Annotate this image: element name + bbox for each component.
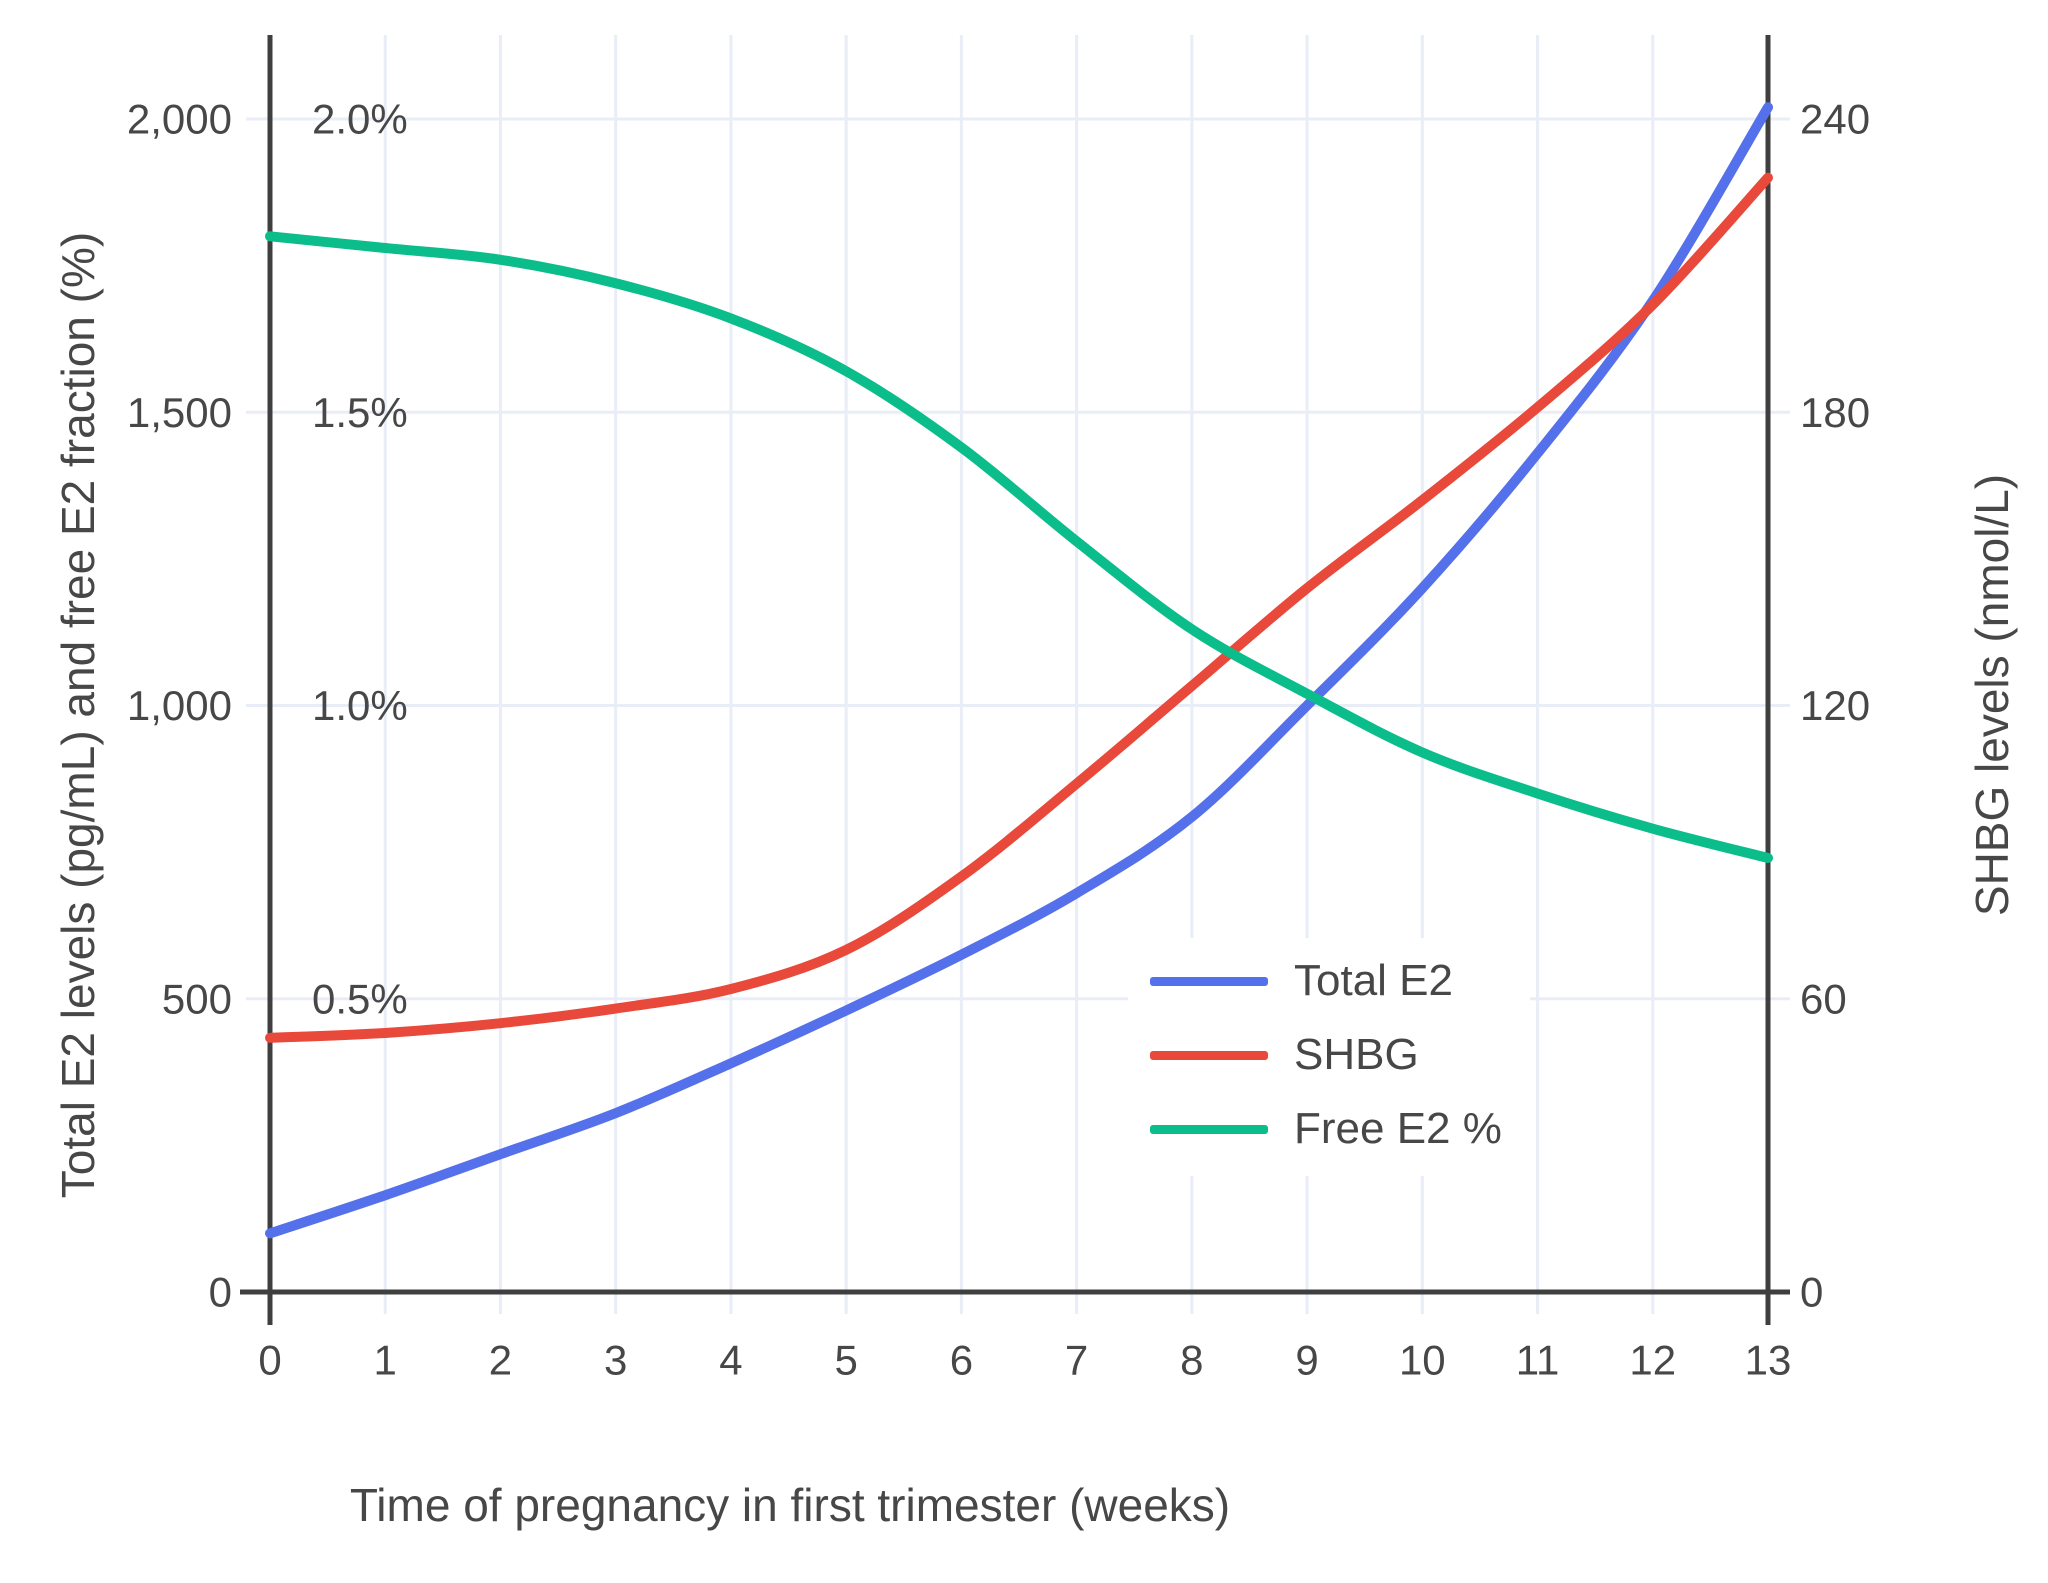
x-tick-label: 2 <box>489 1337 512 1384</box>
y-right-tick-label: 120 <box>1800 682 1870 729</box>
x-tick-label: 11 <box>1516 1337 1560 1384</box>
x-tick-label: 8 <box>1180 1337 1203 1384</box>
series-line-total-e2 <box>265 102 1773 1239</box>
x-tick-label: 3 <box>604 1337 627 1384</box>
legend: Total E2 SHBG Free E2 % <box>1128 938 1530 1176</box>
x-tick-label: 12 <box>1629 1337 1676 1384</box>
series-line-free-e2 <box>265 231 1773 863</box>
legend-label-shbg: SHBG <box>1294 1030 1419 1079</box>
y-left-tick-label: 500 <box>162 975 232 1022</box>
legend-label-free-e2: Free E2 % <box>1294 1104 1502 1153</box>
x-tick-label: 0 <box>258 1337 281 1384</box>
legend-label-total-e2: Total E2 <box>1294 956 1453 1005</box>
y-right-tick-label: 0 <box>1800 1269 1823 1316</box>
legend-swatch-free-e2 <box>1150 1124 1268 1134</box>
free-e2-percent-tick-label: 1.0% <box>312 682 408 729</box>
legend-item-shbg: SHBG <box>1150 1018 1502 1092</box>
x-tick-label: 4 <box>719 1337 742 1384</box>
legend-item-free-e2: Free E2 % <box>1150 1092 1502 1166</box>
legend-item-total-e2: Total E2 <box>1150 944 1502 1018</box>
free-e2-percent-tick-label: 2.0% <box>312 96 408 143</box>
y-axis-left-title: Total E2 levels (pg/mL) and free E2 frac… <box>52 231 104 1199</box>
y-right-tick-label: 180 <box>1800 389 1870 436</box>
x-axis-title: Time of pregnancy in first trimester (we… <box>349 1479 1231 1531</box>
free-e2-percent-tick-label: 0.5% <box>312 975 408 1022</box>
y-axis-right-title: SHBG levels (nmol/L) <box>1966 473 2018 917</box>
x-tick-label: 13 <box>1745 1337 1792 1384</box>
x-tick-label: 7 <box>1065 1337 1088 1384</box>
y-left-tick-label: 1,000 <box>127 682 232 729</box>
free-e2-percent-tick-label: 1.5% <box>312 389 408 436</box>
y-left-tick-label: 0 <box>209 1269 232 1316</box>
x-tick-label: 10 <box>1399 1337 1446 1384</box>
series-line-shbg <box>265 172 1773 1043</box>
x-tick-label: 5 <box>834 1337 857 1384</box>
y-right-tick-label: 60 <box>1800 975 1847 1022</box>
legend-swatch-total-e2 <box>1150 976 1268 986</box>
x-tick-label: 9 <box>1295 1337 1318 1384</box>
x-tick-label: 6 <box>950 1337 973 1384</box>
y-left-tick-label: 2,000 <box>127 96 232 143</box>
y-right-tick-label: 240 <box>1800 96 1870 143</box>
x-tick-label: 1 <box>374 1337 397 1384</box>
legend-swatch-shbg <box>1150 1050 1268 1060</box>
y-left-tick-label: 1,500 <box>127 389 232 436</box>
